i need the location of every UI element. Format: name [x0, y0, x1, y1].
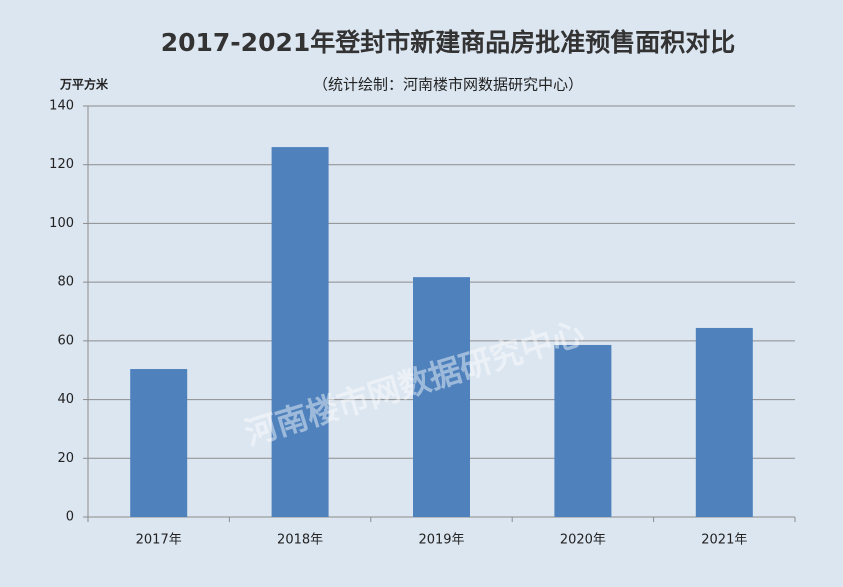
- bar: [271, 147, 329, 517]
- y-tick-label: 40: [57, 392, 74, 407]
- x-tick-label: 2021年: [701, 533, 747, 548]
- bar: [554, 344, 612, 517]
- y-tick-label: 80: [57, 275, 74, 290]
- chart-subtitle: （统计绘制：河南楼市网数据研究中心）: [313, 76, 583, 94]
- x-tick-label: 2019年: [418, 533, 464, 548]
- y-tick-label: 0: [66, 510, 74, 525]
- y-tick-label: 100: [49, 216, 74, 231]
- bar: [695, 327, 753, 517]
- chart-title: 2017-2021年登封市新建商品房批准预售面积对比: [161, 28, 736, 57]
- x-tick-label: 2020年: [560, 533, 606, 548]
- y-axis-label: 万平方米: [59, 77, 109, 92]
- y-tick-label: 140: [49, 99, 74, 114]
- y-tick-label: 20: [57, 451, 74, 466]
- x-tick-label: 2017年: [136, 533, 182, 548]
- x-tick-label: 2018年: [277, 533, 323, 548]
- y-tick-label: 120: [49, 157, 74, 172]
- bar: [130, 369, 188, 517]
- bar: [413, 277, 470, 517]
- y-tick-label: 60: [57, 333, 74, 348]
